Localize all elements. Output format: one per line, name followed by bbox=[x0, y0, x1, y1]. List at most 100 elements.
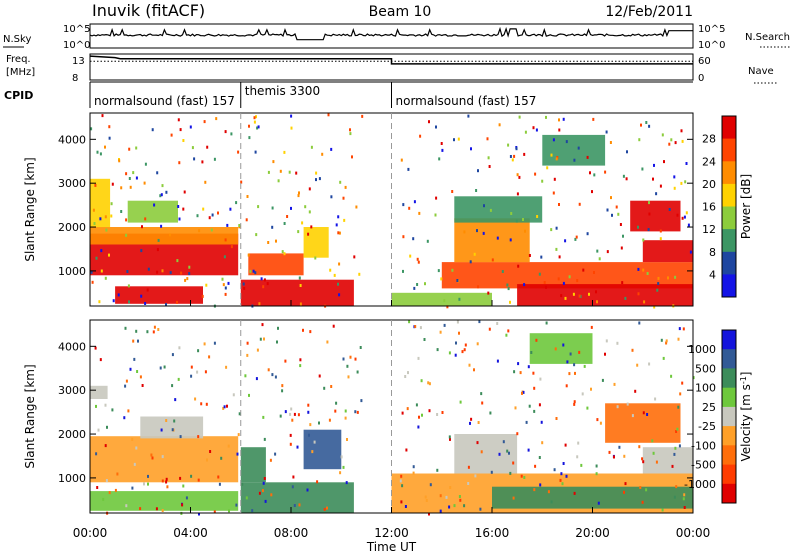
power-echo-speck bbox=[622, 234, 624, 238]
power-echo-speck bbox=[477, 285, 479, 289]
velocity-echo-speck bbox=[261, 323, 264, 327]
velocity-echo-speck bbox=[264, 499, 267, 503]
power-echo-speck bbox=[141, 225, 143, 229]
velocity-echo-speck bbox=[274, 452, 277, 456]
power-echo-speck bbox=[641, 167, 644, 171]
power-echo-speck bbox=[201, 160, 204, 164]
velocity-echo-speck bbox=[127, 409, 130, 413]
power-echo-speck bbox=[215, 117, 218, 121]
velocity-echo-speck bbox=[227, 444, 230, 448]
velocity-echo-speck bbox=[182, 484, 185, 488]
velocity-data-region bbox=[140, 416, 204, 439]
power-echo-speck bbox=[229, 207, 232, 211]
power-echo-speck bbox=[509, 155, 512, 158]
velocity-echo-speck bbox=[534, 464, 537, 468]
velocity-echo-speck bbox=[400, 500, 403, 504]
velocity-echo-speck bbox=[412, 471, 415, 475]
noise-sky-trace bbox=[89, 26, 693, 41]
velocity-echo-speck bbox=[642, 460, 645, 464]
velocity-echo-speck bbox=[490, 470, 493, 474]
velocity-echo-speck bbox=[177, 377, 180, 381]
beam-title: Beam 10 bbox=[369, 4, 432, 20]
velocity-echo-speck bbox=[139, 507, 142, 511]
velocity-colorbar-swatch bbox=[722, 387, 736, 408]
velocity-echo-speck bbox=[262, 415, 265, 419]
velocity-echo-speck bbox=[458, 495, 461, 498]
noise-right-tick-top: 10^5 bbox=[698, 24, 725, 35]
power-echo-speck bbox=[674, 275, 677, 279]
velocity-echo-speck bbox=[565, 474, 568, 478]
power-echo-speck bbox=[252, 269, 255, 273]
power-echo-speck bbox=[243, 286, 246, 290]
velocity-echo-speck bbox=[581, 392, 584, 396]
cpid-segment-label: themis 3300 bbox=[245, 84, 320, 98]
power-echo-speck bbox=[361, 114, 364, 118]
velocity-echo-speck bbox=[237, 433, 240, 437]
power-echo-speck bbox=[646, 272, 649, 275]
power-echo-speck bbox=[186, 277, 189, 281]
velocity-echo-speck bbox=[241, 482, 244, 486]
power-echo-speck bbox=[125, 172, 128, 176]
velocity-echo-speck bbox=[675, 430, 678, 433]
velocity-echo-speck bbox=[401, 411, 404, 415]
velocity-echo-speck bbox=[516, 432, 519, 436]
velocity-echo-speck bbox=[468, 363, 471, 367]
power-echo-speck bbox=[201, 294, 204, 298]
velocity-echo-speck bbox=[354, 410, 357, 414]
power-echo-speck bbox=[596, 249, 599, 253]
power-echo-speck bbox=[507, 143, 510, 147]
power-data-region bbox=[115, 286, 203, 304]
x-tick-label: 00:00 bbox=[73, 526, 108, 540]
velocity-echo-speck bbox=[313, 440, 316, 444]
velocity-echo-speck bbox=[421, 413, 423, 417]
power-echo-speck bbox=[108, 125, 111, 129]
velocity-echo-speck bbox=[198, 512, 200, 516]
power-echo-speck bbox=[451, 268, 454, 272]
power-echo-speck bbox=[643, 300, 646, 304]
power-echo-speck bbox=[160, 224, 163, 228]
power-echo-speck bbox=[224, 238, 227, 242]
power-echo-speck bbox=[424, 282, 426, 286]
cpid-segment-label: normalsound (fast) 157 bbox=[94, 94, 235, 108]
velocity-ytick-label: 3000 bbox=[58, 384, 86, 397]
power-echo-speck bbox=[298, 276, 301, 280]
velocity-ytick-label: 4000 bbox=[58, 340, 86, 353]
velocity-echo-speck bbox=[641, 457, 644, 461]
velocity-echo-speck bbox=[623, 454, 626, 458]
velocity-echo-speck bbox=[259, 337, 262, 341]
velocity-echo-speck bbox=[236, 452, 239, 456]
power-colorbar-swatch bbox=[722, 161, 736, 185]
velocity-echo-speck bbox=[332, 324, 335, 328]
power-echo-speck bbox=[640, 123, 642, 127]
power-echo-speck bbox=[564, 296, 567, 300]
velocity-echo-speck bbox=[171, 353, 174, 357]
velocity-echo-speck bbox=[541, 441, 544, 445]
velocity-echo-speck bbox=[152, 330, 155, 334]
power-ytick-label: 4000 bbox=[58, 133, 86, 146]
velocity-echo-speck bbox=[449, 486, 452, 489]
power-echo-speck bbox=[457, 137, 460, 141]
velocity-echo-speck bbox=[263, 437, 266, 441]
velocity-echo-speck bbox=[673, 452, 676, 456]
velocity-echo-speck bbox=[137, 339, 139, 343]
power-data-region bbox=[90, 178, 111, 228]
power-echo-speck bbox=[625, 177, 628, 181]
power-echo-speck bbox=[254, 150, 257, 154]
velocity-echo-speck bbox=[208, 355, 211, 359]
power-echo-speck bbox=[555, 226, 558, 230]
velocity-data-region bbox=[529, 333, 593, 364]
power-echo-speck bbox=[110, 214, 113, 218]
power-echo-speck bbox=[290, 126, 293, 130]
power-echo-speck bbox=[183, 190, 186, 194]
power-colorbar-swatch bbox=[722, 138, 736, 162]
velocity-echo-speck bbox=[408, 320, 411, 324]
velocity-echo-speck bbox=[419, 326, 422, 330]
velocity-echo-speck bbox=[96, 486, 99, 489]
power-echo-speck bbox=[105, 228, 108, 232]
velocity-echo-speck bbox=[190, 374, 193, 378]
velocity-echo-speck bbox=[153, 325, 156, 329]
power-echo-speck bbox=[659, 237, 662, 241]
power-colorbar-frame bbox=[721, 115, 737, 298]
velocity-echo-speck bbox=[459, 400, 462, 404]
power-echo-speck bbox=[489, 208, 492, 212]
